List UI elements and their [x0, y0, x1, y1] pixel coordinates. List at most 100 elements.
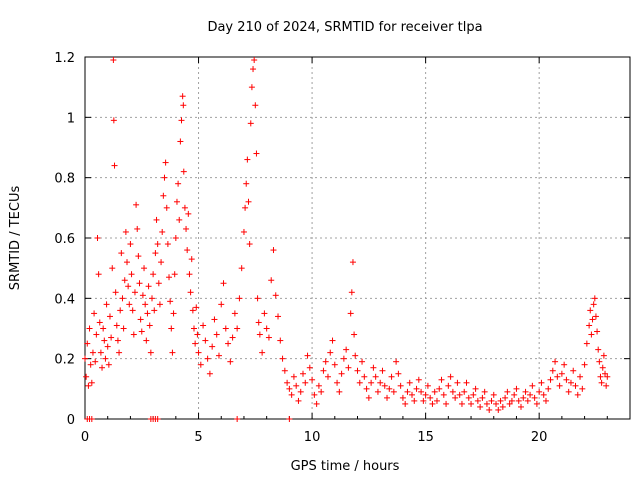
- data-point: [183, 225, 190, 232]
- data-point: [197, 361, 204, 368]
- data-point: [433, 397, 440, 404]
- data-point: [177, 138, 184, 145]
- data-point: [85, 382, 92, 389]
- data-point: [549, 367, 556, 374]
- data-point: [136, 280, 143, 287]
- data-point: [188, 256, 195, 263]
- data-point: [570, 367, 577, 374]
- data-point: [96, 319, 103, 326]
- data-point: [603, 382, 610, 389]
- data-point: [171, 271, 178, 278]
- data-point: [386, 385, 393, 392]
- data-point: [506, 400, 513, 407]
- data-point: [458, 400, 465, 407]
- data-point: [181, 204, 188, 211]
- data-point: [361, 373, 368, 380]
- data-point: [368, 379, 375, 386]
- data-point: [142, 301, 149, 308]
- data-point: [538, 379, 545, 386]
- data-point: [167, 298, 174, 305]
- data-point: [279, 355, 286, 362]
- data-point: [220, 280, 227, 287]
- data-point: [126, 301, 133, 308]
- data-point: [158, 259, 165, 266]
- data-point: [95, 271, 102, 278]
- data-point: [324, 373, 331, 380]
- data-point: [284, 379, 291, 386]
- data-point: [591, 295, 598, 302]
- y-tick-label: 1: [67, 111, 75, 126]
- data-point: [103, 301, 110, 308]
- data-point: [490, 391, 497, 398]
- data-point: [422, 391, 429, 398]
- data-point: [402, 400, 409, 407]
- data-point: [477, 403, 484, 410]
- data-point: [166, 274, 173, 281]
- data-point: [154, 416, 161, 422]
- data-point: [153, 216, 160, 223]
- data-point: [596, 358, 603, 365]
- data-point: [110, 57, 117, 64]
- data-point: [447, 373, 454, 380]
- data-point: [93, 331, 100, 338]
- data-point: [143, 337, 150, 344]
- data-point: [604, 373, 611, 380]
- data-point: [204, 355, 211, 362]
- data-point: [91, 310, 98, 317]
- data-point: [600, 352, 607, 359]
- data-point: [474, 397, 481, 404]
- data-point: [522, 388, 529, 395]
- data-point: [169, 349, 176, 356]
- data-point: [236, 295, 243, 302]
- y-tick-label: 0.6: [54, 232, 75, 247]
- data-point: [89, 349, 96, 356]
- data-point: [222, 325, 229, 332]
- data-point: [127, 241, 134, 248]
- data-point: [497, 397, 504, 404]
- data-point: [304, 352, 311, 359]
- data-point: [277, 337, 284, 344]
- data-point: [309, 376, 316, 383]
- data-point: [92, 358, 99, 365]
- data-point: [318, 388, 325, 395]
- data-point: [138, 328, 145, 335]
- data-point: [104, 343, 111, 350]
- data-point: [225, 340, 232, 347]
- data-point: [245, 198, 252, 205]
- x-tick-label: 15: [417, 430, 434, 445]
- data-point: [588, 331, 595, 338]
- data-point: [184, 247, 191, 254]
- data-point: [536, 388, 543, 395]
- data-point: [552, 358, 559, 365]
- data-point: [413, 385, 420, 392]
- data-point: [88, 379, 95, 386]
- data-point: [415, 376, 422, 383]
- data-point: [452, 394, 459, 401]
- data-point: [302, 379, 309, 386]
- data-point: [116, 349, 123, 356]
- data-point: [83, 373, 90, 380]
- data-point: [173, 198, 180, 205]
- data-point: [306, 364, 313, 371]
- data-point: [272, 292, 279, 299]
- data-point: [486, 406, 493, 413]
- data-point: [395, 370, 402, 377]
- data-point: [102, 355, 109, 362]
- data-point: [587, 307, 594, 314]
- data-point: [193, 304, 200, 311]
- data-point: [185, 210, 192, 217]
- data-point: [449, 388, 456, 395]
- data-point: [130, 331, 137, 338]
- data-point: [244, 156, 251, 163]
- data-point: [572, 382, 579, 389]
- data-point: [465, 394, 472, 401]
- data-point: [436, 385, 443, 392]
- data-point: [372, 373, 379, 380]
- x-axis-label: GPS time / hours: [291, 459, 400, 474]
- data-point: [438, 376, 445, 383]
- data-point: [592, 313, 599, 320]
- data-point: [349, 259, 356, 266]
- data-point: [121, 277, 128, 284]
- data-point: [111, 162, 118, 169]
- data-point: [227, 358, 234, 365]
